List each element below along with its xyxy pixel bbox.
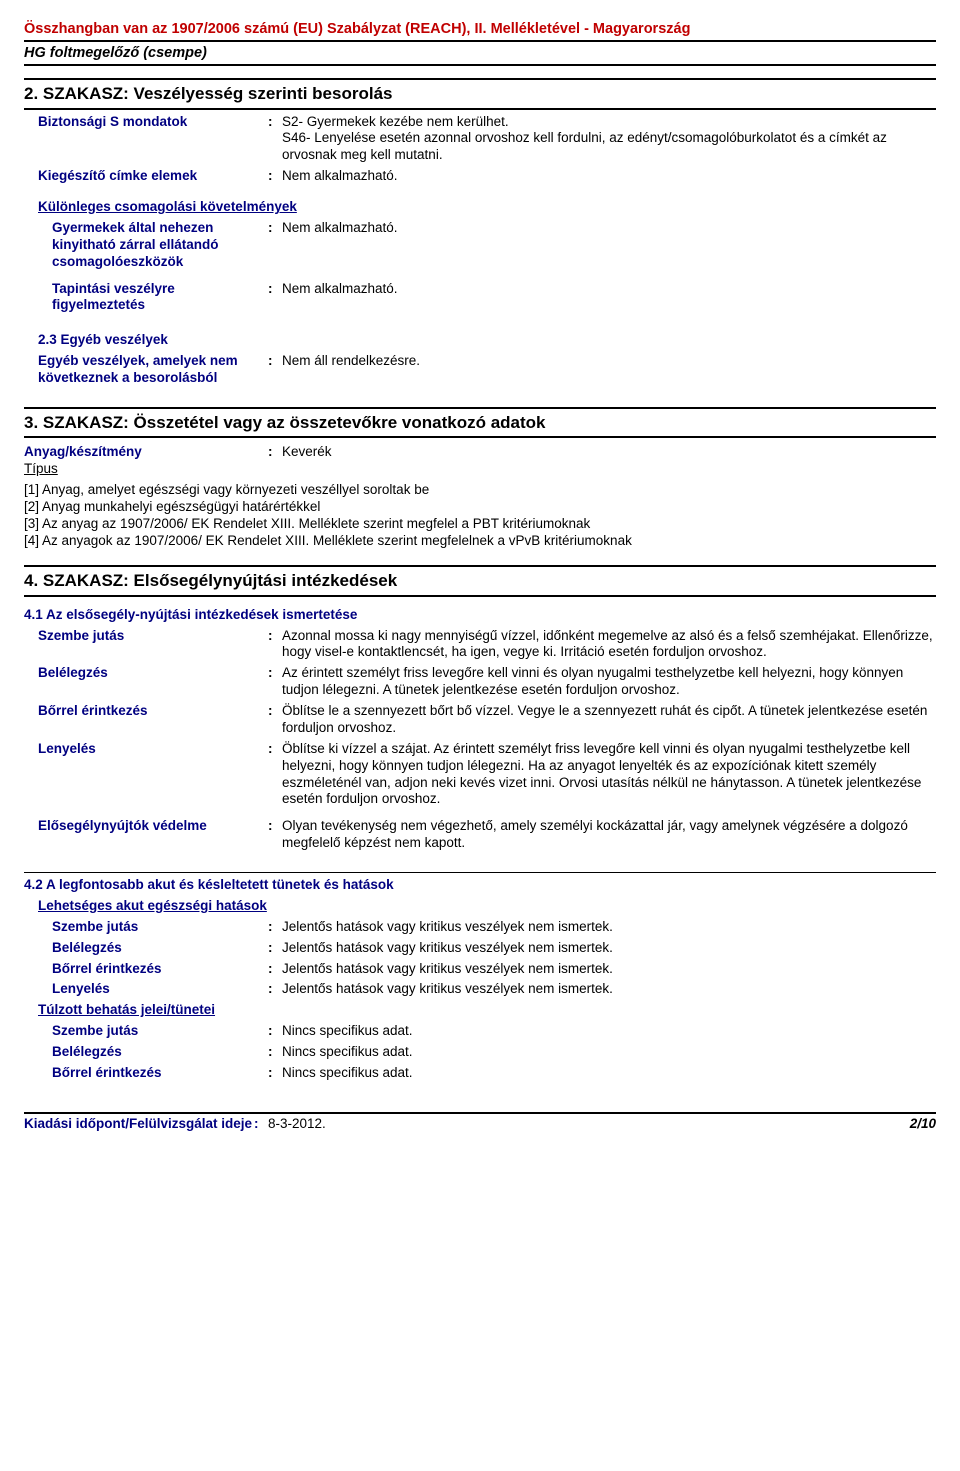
other-label: Egyéb veszélyek, amelyek nem következnek… bbox=[24, 353, 268, 387]
safety-phrases-value: S2- Gyermekek kezébe nem kerülhet. S46- … bbox=[282, 114, 936, 165]
skin-row: Bőrrel érintkezés : Öblítse le a szennye… bbox=[24, 703, 936, 737]
ingest-value: Öblítse ki vízzel a szájat. Az érintett … bbox=[282, 741, 936, 809]
section-4-title: 4. SZAKASZ: Elsősegélynyújtási intézkedé… bbox=[24, 565, 936, 596]
safety-phrases-row: Biztonsági S mondatok : S2- Gyermekek ke… bbox=[24, 114, 936, 165]
acute-eye-value: Jelentős hatások vagy kritikus veszélyek… bbox=[282, 919, 936, 936]
acute-skin-label: Bőrrel érintkezés bbox=[24, 961, 268, 978]
over-eye-label: Szembe jutás bbox=[24, 1023, 268, 1040]
acute-skin-value: Jelentős hatások vagy kritikus veszélyek… bbox=[282, 961, 936, 978]
packaging-heading: Különleges csomagolási követelmények bbox=[24, 199, 936, 216]
over-skin-value: Nincs specifikus adat. bbox=[282, 1065, 936, 1082]
safety-phrases-label: Biztonsági S mondatok bbox=[24, 114, 268, 165]
tactile-value: Nem alkalmazható. bbox=[282, 281, 936, 315]
acute-inhale-value: Jelentős hatások vagy kritikus veszélyek… bbox=[282, 940, 936, 957]
firstaid-label: Elősegélynyújtók védelme bbox=[24, 818, 268, 852]
acute-title: Lehetséges akut egészségi hatások bbox=[24, 898, 936, 915]
inhale-label: Belélegzés bbox=[24, 665, 268, 699]
footnotes: [1] Anyag, amelyet egészségi vagy környe… bbox=[24, 482, 936, 550]
over-title: Túlzott behatás jelei/tünetei bbox=[24, 1002, 936, 1019]
tactile-label: Tapintási veszélyre figyelmeztetés bbox=[24, 281, 268, 315]
sub42-title: 4.2 A legfontosabb akut és késleltetett … bbox=[24, 877, 936, 894]
over-eye-value: Nincs specifikus adat. bbox=[282, 1023, 936, 1040]
acute-inhale-label: Belélegzés bbox=[24, 940, 268, 957]
inhale-value: Az érintett személyt friss levegőre kell… bbox=[282, 665, 936, 699]
fn3: [3] Az anyag az 1907/2006/ EK Rendelet X… bbox=[24, 516, 936, 533]
product-name: HG foltmegelőző (csempe) bbox=[24, 40, 936, 66]
firstaid-row: Elősegélynyújtók védelme : Olyan tevéken… bbox=[24, 818, 936, 852]
acute-skin-row: Bőrrel érintkezés : Jelentős hatások vag… bbox=[24, 961, 936, 978]
acute-ingest-label: Lenyelés bbox=[24, 981, 268, 998]
over-inhale-row: Belélegzés : Nincs specifikus adat. bbox=[24, 1044, 936, 1061]
substance-label: Anyag/készítmény bbox=[24, 444, 268, 461]
supplement-value: Nem alkalmazható. bbox=[282, 168, 936, 185]
over-skin-row: Bőrrel érintkezés : Nincs specifikus ada… bbox=[24, 1065, 936, 1082]
skin-label: Bőrrel érintkezés bbox=[24, 703, 268, 737]
childproof-value: Nem alkalmazható. bbox=[282, 220, 936, 271]
inhale-row: Belélegzés : Az érintett személyt friss … bbox=[24, 665, 936, 699]
firstaid-value: Olyan tevékenység nem végezhető, amely s… bbox=[282, 818, 936, 852]
over-inhale-value: Nincs specifikus adat. bbox=[282, 1044, 936, 1061]
substance-value: Keverék bbox=[282, 444, 936, 461]
acute-ingest-row: Lenyelés : Jelentős hatások vagy kritiku… bbox=[24, 981, 936, 998]
eye-row: Szembe jutás : Azonnal mossa ki nagy men… bbox=[24, 628, 936, 662]
eye-value: Azonnal mossa ki nagy mennyiségű vízzel,… bbox=[282, 628, 936, 662]
type-label: Típus bbox=[24, 461, 58, 476]
section-2-title: 2. SZAKASZ: Veszélyesség szerinti besoro… bbox=[24, 78, 936, 109]
ingest-label: Lenyelés bbox=[24, 741, 268, 809]
fn4: [4] Az anyagok az 1907/2006/ EK Rendelet… bbox=[24, 533, 936, 550]
tactile-row: Tapintási veszélyre figyelmeztetés : Nem… bbox=[24, 281, 936, 315]
acute-inhale-row: Belélegzés : Jelentős hatások vagy kriti… bbox=[24, 940, 936, 957]
section-3-title: 3. SZAKASZ: Összetétel vagy az összetevő… bbox=[24, 407, 936, 438]
page-number: 2/10 bbox=[910, 1116, 936, 1133]
supplement-row: Kiegészítő címke elemek : Nem alkalmazha… bbox=[24, 168, 936, 185]
footer-date-label: Kiadási időpont/Felülvizsgálat ideje bbox=[24, 1116, 254, 1133]
fn2: [2] Anyag munkahelyi egészségügyi határé… bbox=[24, 499, 936, 516]
substance-row: Anyag/készítmény : Keverék bbox=[24, 444, 936, 461]
over-skin-label: Bőrrel érintkezés bbox=[24, 1065, 268, 1082]
acute-ingest-value: Jelentős hatások vagy kritikus veszélyek… bbox=[282, 981, 936, 998]
acute-eye-label: Szembe jutás bbox=[24, 919, 268, 936]
childproof-row: Gyermekek által nehezen kinyitható zárra… bbox=[24, 220, 936, 271]
other-hazards-heading: 2.3 Egyéb veszélyek bbox=[24, 332, 936, 349]
eye-label: Szembe jutás bbox=[24, 628, 268, 662]
ingest-row: Lenyelés : Öblítse ki vízzel a szájat. A… bbox=[24, 741, 936, 809]
sub41-title: 4.1 Az elsősegély-nyújtási intézkedések … bbox=[24, 607, 936, 624]
supplement-label: Kiegészítő címke elemek bbox=[24, 168, 268, 185]
footer: Kiadási időpont/Felülvizsgálat ideje : 8… bbox=[24, 1112, 936, 1133]
header-title: Összhangban van az 1907/2006 számú (EU) … bbox=[24, 20, 936, 38]
other-value: Nem áll rendelkezésre. bbox=[282, 353, 936, 387]
over-inhale-label: Belélegzés bbox=[24, 1044, 268, 1061]
footer-date-value: 8-3-2012. bbox=[268, 1116, 326, 1133]
over-eye-row: Szembe jutás : Nincs specifikus adat. bbox=[24, 1023, 936, 1040]
childproof-label: Gyermekek által nehezen kinyitható zárra… bbox=[24, 220, 268, 271]
fn1: [1] Anyag, amelyet egészségi vagy környe… bbox=[24, 482, 936, 499]
acute-eye-row: Szembe jutás : Jelentős hatások vagy kri… bbox=[24, 919, 936, 936]
other-row: Egyéb veszélyek, amelyek nem következnek… bbox=[24, 353, 936, 387]
skin-value: Öblítse le a szennyezett bőrt bő vízzel.… bbox=[282, 703, 936, 737]
